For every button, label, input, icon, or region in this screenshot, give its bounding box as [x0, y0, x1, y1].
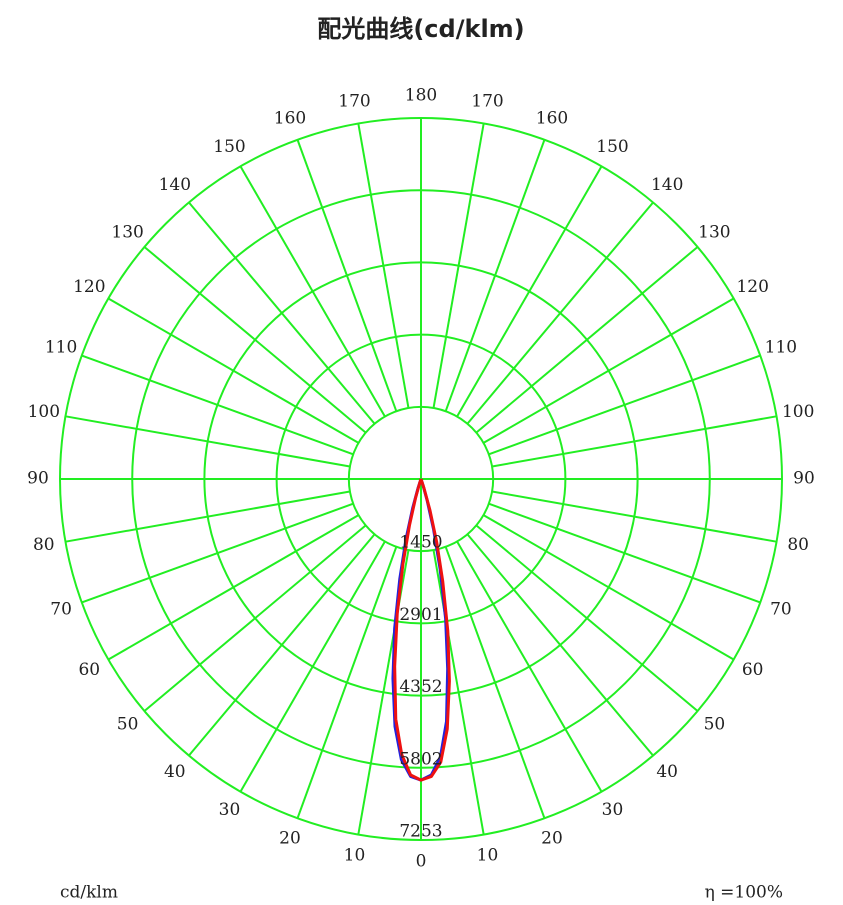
- angle-label: 10: [344, 846, 366, 866]
- chart-title: 配光曲线(cd/klm): [317, 15, 524, 43]
- grid-spoke: [296, 139, 398, 412]
- angle-label: 110: [45, 338, 77, 358]
- r-tick-label: 5802: [399, 749, 442, 769]
- angle-label: 100: [28, 402, 60, 422]
- grid-spoke: [81, 354, 354, 456]
- angle-label: 140: [651, 175, 683, 195]
- angle-label: 130: [698, 222, 730, 242]
- grid-spoke: [466, 533, 654, 757]
- angle-label: 140: [159, 175, 191, 195]
- angle-label: 60: [742, 660, 764, 680]
- angle-label: 100: [782, 402, 814, 422]
- angle-label: 90: [793, 469, 815, 489]
- labels: 1450 2901 4352 5802 7253 170 160 150 140 130 120 11…: [27, 86, 815, 872]
- grid-spoke: [239, 541, 386, 793]
- r-tick-label: 7253: [399, 822, 442, 842]
- grid-spoke: [432, 123, 485, 409]
- grid-spoke: [65, 490, 351, 543]
- angle-label: 30: [602, 800, 624, 820]
- grid-spoke: [239, 165, 386, 417]
- angle-label: 60: [78, 660, 100, 680]
- angle-label: 160: [274, 109, 306, 129]
- angle-label: 160: [536, 109, 568, 129]
- angle-label: 90: [27, 469, 49, 489]
- grid-spoke: [107, 514, 359, 661]
- grid-spoke: [81, 502, 354, 604]
- angle-label: 20: [279, 828, 301, 848]
- angle-label: 50: [117, 715, 139, 735]
- angle-label: 70: [770, 599, 792, 619]
- grid-spoke: [491, 415, 777, 468]
- efficiency: η =100%: [705, 883, 783, 903]
- angle-label: 80: [33, 535, 55, 555]
- angle-label: 0: [416, 852, 427, 872]
- grid-spoke: [488, 354, 761, 456]
- grid-spoke: [456, 165, 603, 417]
- angle-label: 170: [471, 91, 503, 111]
- angle-label: 40: [656, 762, 678, 782]
- unit-label: cd/klm: [60, 883, 118, 903]
- grid-spoke: [143, 524, 367, 712]
- angle-label: 180: [405, 86, 437, 106]
- angle-label: 120: [73, 277, 105, 297]
- angle-label: 20: [541, 828, 563, 848]
- grid-spoke: [488, 502, 761, 604]
- grid-spoke: [188, 533, 376, 757]
- angle-label: 80: [787, 535, 809, 555]
- angle-label: 40: [164, 762, 186, 782]
- grid-spoke: [483, 297, 735, 444]
- grid-spoke: [475, 524, 699, 712]
- r-tick-label: 2901: [399, 605, 442, 625]
- grid-spoke: [483, 514, 735, 661]
- r-tick-label: 1450: [399, 533, 442, 553]
- grid-spoke: [456, 541, 603, 793]
- intensity-curve: [393, 478, 451, 782]
- grid-spoke: [188, 201, 376, 425]
- angle-label: 130: [111, 222, 143, 242]
- grid-spoke: [444, 139, 546, 412]
- curves: [391, 478, 451, 782]
- angle-label: 30: [219, 800, 241, 820]
- r-tick-label: 4352: [399, 677, 442, 697]
- grid-spoke: [357, 123, 410, 409]
- angle-label: 70: [50, 599, 72, 619]
- grid-spoke: [143, 246, 367, 434]
- angle-label: 110: [765, 338, 797, 358]
- grid-spoke: [466, 201, 654, 425]
- angle-label: 170: [338, 91, 370, 111]
- grid-spoke: [296, 546, 398, 819]
- grid-spoke: [65, 415, 351, 468]
- angle-label: 120: [736, 277, 768, 297]
- grid-spoke: [444, 546, 546, 819]
- grid-spoke: [475, 246, 699, 434]
- grid-spoke: [107, 297, 359, 444]
- angle-label: 150: [213, 137, 245, 157]
- grid-spoke: [491, 490, 777, 543]
- angle-label: 10: [477, 846, 499, 866]
- angle-label: 150: [596, 137, 628, 157]
- angle-label: 50: [704, 715, 726, 735]
